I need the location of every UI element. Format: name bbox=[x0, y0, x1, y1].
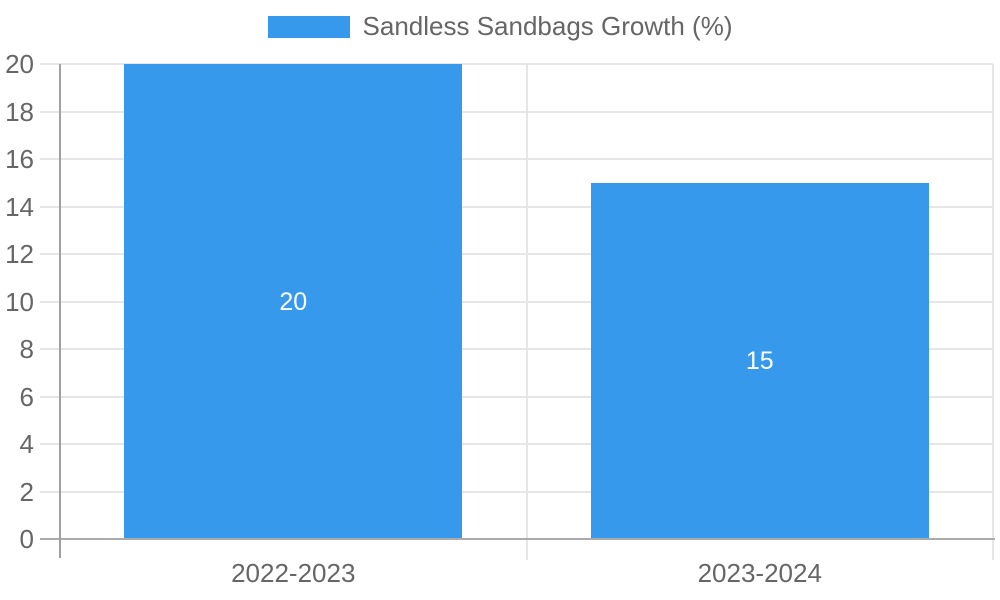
x-tick-label: 2022-2023 bbox=[231, 558, 356, 588]
legend-label: Sandless Sandbags Growth (%) bbox=[362, 11, 733, 41]
x-tick-label: 2023-2024 bbox=[697, 558, 822, 588]
gridline-h bbox=[40, 395, 993, 398]
gridline-h bbox=[40, 443, 993, 445]
gridline-h bbox=[40, 253, 993, 255]
legend-swatch bbox=[267, 15, 350, 38]
gridline-h bbox=[40, 348, 993, 350]
y-tick-label: 8 bbox=[19, 334, 34, 364]
bar-value-label: 20 bbox=[279, 287, 308, 316]
bar-value-label: 15 bbox=[745, 346, 774, 375]
bar bbox=[590, 182, 929, 539]
y-tick-label: 10 bbox=[5, 286, 34, 317]
x-axis-line bbox=[40, 538, 995, 540]
legend: Sandless Sandbags Growth (%) bbox=[0, 11, 1000, 42]
y-tick-label: 2 bbox=[19, 476, 34, 507]
y-tick-label: 0 bbox=[19, 524, 34, 554]
bar bbox=[124, 64, 463, 539]
y-tick-label: 12 bbox=[5, 239, 34, 269]
y-tick-label: 6 bbox=[19, 381, 34, 412]
gridline-v bbox=[525, 64, 528, 560]
gridline-h bbox=[40, 63, 993, 65]
gridline-v bbox=[992, 64, 994, 560]
y-tick-label: 16 bbox=[5, 144, 34, 174]
y-tick-label: 4 bbox=[19, 429, 34, 459]
gridline-h bbox=[40, 300, 993, 303]
y-tick-label: 18 bbox=[5, 96, 34, 127]
y-tick-label: 14 bbox=[5, 191, 34, 222]
y-axis-line bbox=[59, 64, 61, 558]
gridline-h bbox=[40, 490, 993, 493]
gridline-h bbox=[40, 205, 993, 208]
y-tick-label: 20 bbox=[5, 49, 34, 79]
gridline-h bbox=[40, 110, 993, 113]
gridline-h bbox=[40, 158, 993, 160]
